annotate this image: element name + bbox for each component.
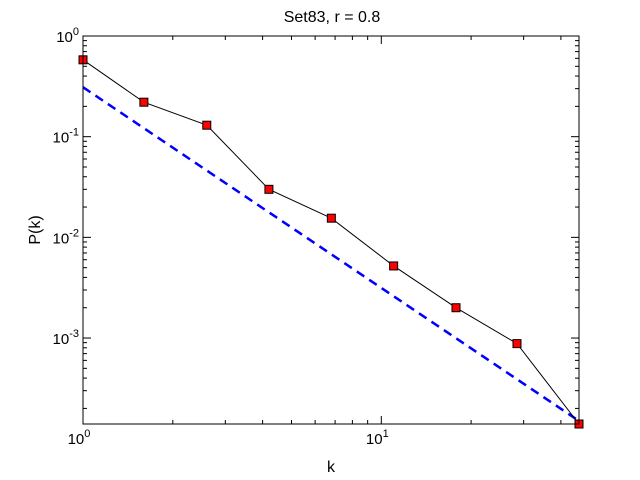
y-tick-label: 10-3 bbox=[53, 328, 79, 348]
x-tick-label: 101 bbox=[366, 428, 389, 448]
data-point-marker bbox=[512, 339, 522, 349]
axis-ticks: 100 101 100 10-1 10-2 10-3 bbox=[53, 26, 579, 448]
y-axis-label: P(k) bbox=[27, 215, 44, 244]
data-point-marker bbox=[202, 120, 212, 130]
plot-frame bbox=[82, 35, 580, 425]
chart-title: Set83, r = 0.8 bbox=[284, 9, 381, 26]
x-axis-label: k bbox=[327, 459, 336, 476]
data-point-marker bbox=[139, 97, 149, 107]
y-tick-label: 10-2 bbox=[53, 227, 79, 247]
data-point-marker bbox=[389, 261, 399, 271]
fit-line-dashed bbox=[82, 86, 580, 423]
y-tick-label: 10-1 bbox=[53, 127, 79, 147]
data-point-marker bbox=[326, 213, 336, 223]
x-tick-label: 100 bbox=[68, 428, 91, 448]
y-tick-label: 100 bbox=[56, 26, 79, 46]
plot-area bbox=[83, 36, 579, 424]
data-point-marker bbox=[451, 303, 461, 313]
data-point-marker bbox=[264, 184, 274, 194]
series-layer bbox=[78, 55, 584, 429]
